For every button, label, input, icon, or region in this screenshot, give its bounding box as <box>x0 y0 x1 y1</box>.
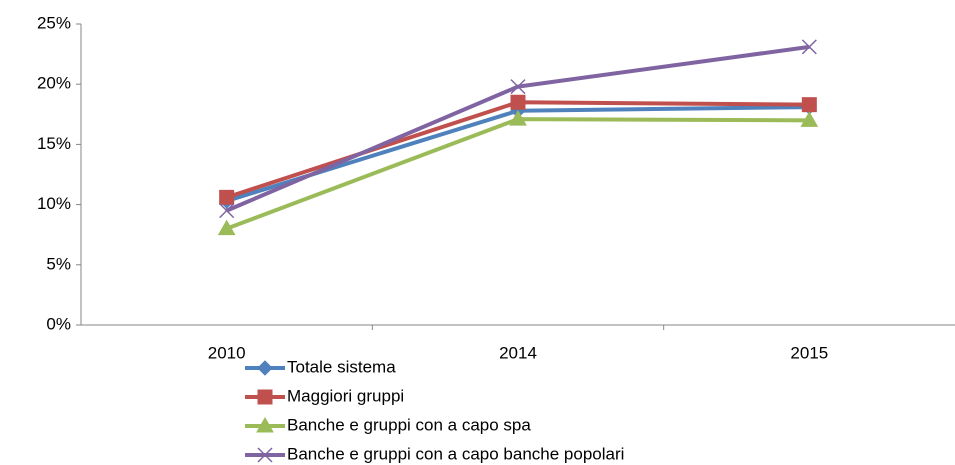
marker <box>257 389 273 405</box>
legend-entry: Banche e gruppi con a capo spa <box>245 415 531 434</box>
legend-entry: Totale sistema <box>245 357 396 376</box>
legend-label: Banche e gruppi con a capo spa <box>287 415 531 434</box>
marker <box>510 79 526 95</box>
marker <box>509 110 527 126</box>
x-tick-label: 2010 <box>208 343 246 362</box>
marker <box>510 94 526 110</box>
legend-label: Totale sistema <box>287 357 396 376</box>
x-tick-label: 2015 <box>790 343 828 362</box>
legend-entry: Maggiori gruppi <box>245 386 404 405</box>
legend-label: Maggiori gruppi <box>287 386 404 405</box>
y-tick-label: 0% <box>46 314 71 333</box>
marker <box>801 97 817 113</box>
marker <box>257 447 273 463</box>
legend-label: Banche e gruppi con a capo banche popola… <box>287 444 624 463</box>
series-line <box>225 44 810 213</box>
y-tick-label: 15% <box>37 134 71 153</box>
marker <box>219 203 235 219</box>
y-tick-label: 10% <box>37 194 71 213</box>
marker <box>219 189 235 205</box>
marker <box>800 111 819 127</box>
y-tick-label: 20% <box>37 74 71 93</box>
marker <box>801 39 817 55</box>
marker <box>257 360 273 376</box>
y-tick-label: 5% <box>46 254 71 273</box>
marker <box>217 219 236 236</box>
marker <box>256 416 274 433</box>
legend-entry: Banche e gruppi con a capo banche popola… <box>245 444 624 463</box>
x-tick-label: 2014 <box>499 343 537 362</box>
y-tick-label: 25% <box>37 13 71 32</box>
